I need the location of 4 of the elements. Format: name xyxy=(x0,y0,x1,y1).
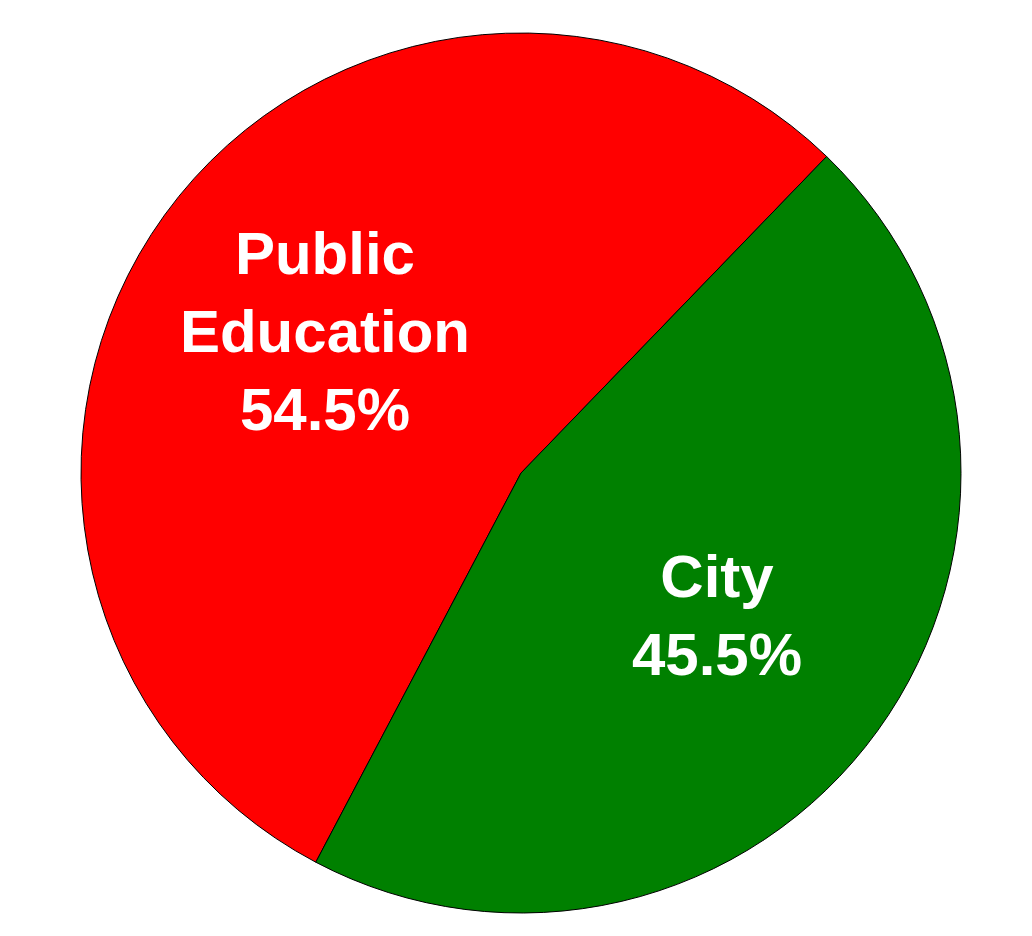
slice-label: Public Education xyxy=(179,219,470,365)
data-label: 45.5% xyxy=(631,620,803,688)
slice-label: City xyxy=(660,542,775,610)
data-label: 54.5% xyxy=(239,375,411,443)
